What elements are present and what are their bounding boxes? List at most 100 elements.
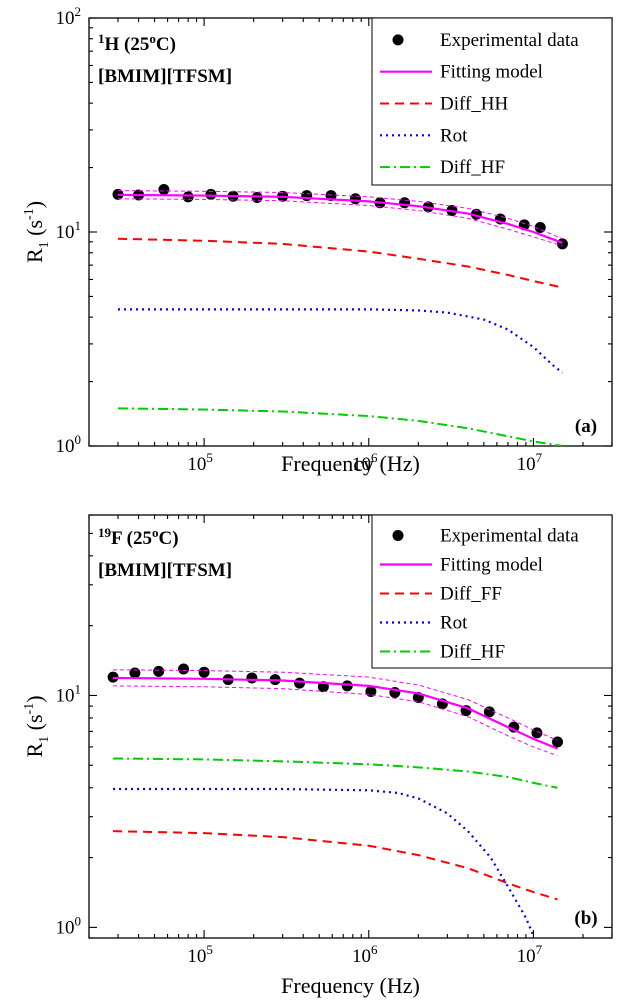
legend-swatch (392, 34, 404, 46)
series-line-fit-band-upper (113, 669, 558, 741)
legend-label: Diff_HH (440, 94, 509, 115)
legend-label: Diff_FF (440, 584, 502, 605)
legend-label-text: Diff_FF (440, 584, 502, 605)
nucleus-label: 1H (25oC) (98, 31, 176, 55)
x-tick-base: 10 (187, 946, 206, 967)
legend-label: Diff_HF (440, 157, 505, 178)
series-line-fitting-model (113, 676, 558, 750)
data-point (246, 672, 258, 684)
y-axis-label-unit-close: ) (22, 201, 47, 208)
legend-label: Experimental data (440, 526, 579, 547)
sample-label: [BMIM][TFSM] (98, 560, 232, 581)
legend-swatch (392, 530, 404, 541)
series-line-diff-hf (117, 407, 563, 446)
sample-name: [BMIM][TFSM] (98, 560, 232, 581)
panel-tag-text: (b) (574, 908, 597, 929)
data-point (178, 663, 190, 675)
series-line-diff-hh (117, 237, 563, 289)
y-axis-label-main: R (22, 248, 47, 263)
data-point (198, 666, 210, 678)
y-tick-exponent: 2 (75, 4, 82, 19)
degree-sign: o (152, 525, 159, 540)
y-axis-label-unit-exponent: -1 (22, 208, 37, 220)
x-axis-label-text: Frequency (Hz) (281, 451, 420, 476)
y-axis-label-unit-close: ) (22, 695, 47, 702)
x-axis-label-text: Frequency (Hz) (281, 973, 420, 998)
y-tick-label: 101 (56, 681, 82, 706)
series-line-fitting-model (117, 193, 563, 244)
nucleus-mass-number: 19 (98, 525, 112, 540)
data-point (341, 680, 353, 692)
legend-box (371, 514, 613, 669)
x-tick-label: 107 (517, 450, 543, 475)
x-tick-base: 10 (352, 946, 371, 967)
legend-label-text: Fitting model (440, 555, 543, 576)
legend-label-text: Experimental data (440, 526, 579, 547)
data-point (153, 665, 165, 677)
series-group (112, 183, 568, 446)
x-tick-exponent: 5 (206, 450, 213, 465)
y-tick-label: 100 (56, 913, 82, 938)
data-point (107, 671, 119, 683)
x-axis-label: Frequency (Hz) (281, 973, 420, 998)
y-tick-base: 10 (56, 436, 75, 457)
x-tick-label: 105 (187, 450, 213, 475)
series-line-fit-band-upper (117, 190, 563, 240)
panel-tag: (b) (574, 908, 597, 929)
temperature-unit: C) (156, 34, 176, 55)
x-axis-label: Frequency (Hz) (281, 451, 420, 476)
y-tick-exponent: 1 (75, 218, 82, 233)
x-tick-base: 10 (352, 454, 371, 475)
y-tick-exponent: 1 (75, 681, 82, 696)
panel-tag-text: (a) (575, 416, 597, 437)
temperature-unit: C) (158, 528, 178, 549)
series-line-fit-band-lower (117, 198, 563, 247)
y-axis-label-main: R (22, 743, 47, 758)
series-line-rot (118, 308, 564, 374)
x-tick-label: 106 (352, 450, 378, 475)
y-axis-label: R1 (s-1) (22, 201, 52, 263)
y-axis-label: R1 (s-1) (22, 695, 52, 757)
y-tick-exponent: 0 (75, 432, 82, 447)
x-tick-exponent: 6 (371, 450, 378, 465)
legend-label: Diff_HF (440, 642, 505, 663)
legend-label-text: Rot (440, 613, 468, 634)
legend-label: Rot (440, 613, 468, 634)
y-tick-label: 101 (56, 218, 82, 243)
legend-label-text: Diff_HH (440, 94, 509, 115)
legend: Experimental data Fitting model Diff_HH Rot… (371, 17, 613, 186)
sample-label: [BMIM][TFSM] (98, 66, 232, 87)
series-line-diff-hf (113, 757, 558, 789)
y-tick-base: 10 (56, 917, 75, 938)
y-axis-label-sub: 1 (37, 241, 52, 248)
data-point (129, 667, 141, 679)
legend-label-text: Fitting model (440, 62, 543, 83)
sample-name: [BMIM][TFSM] (98, 66, 232, 87)
x-tick-base: 10 (517, 454, 536, 475)
legend-label: Fitting model (440, 62, 543, 83)
x-tick-label: 106 (352, 942, 378, 967)
y-axis-label-unit: (s (22, 714, 47, 735)
legend-label-text: Diff_HF (440, 157, 505, 178)
x-tick-exponent: 5 (206, 942, 213, 957)
x-tick-exponent: 6 (371, 942, 378, 957)
nucleus-mass-number: 1 (98, 31, 105, 46)
data-point (301, 190, 313, 202)
legend-label-text: Diff_HF (440, 642, 505, 663)
nucleus-symbol-temp: H (25 (105, 34, 150, 55)
legend-label-text: Experimental data (440, 30, 579, 51)
data-point (399, 197, 411, 209)
panel-tag: (a) (575, 416, 597, 437)
nucleus-label: 19F (25oC) (98, 525, 179, 549)
plot-frame (88, 514, 613, 939)
y-tick-base: 10 (56, 222, 75, 243)
series-line-rot (113, 787, 535, 937)
data-point (112, 188, 124, 200)
y-axis-label-unit-exponent: -1 (22, 703, 37, 715)
nucleus-symbol-temp: F (25 (111, 528, 152, 549)
y-tick-base: 10 (56, 685, 75, 706)
x-tick-base: 10 (517, 946, 536, 967)
